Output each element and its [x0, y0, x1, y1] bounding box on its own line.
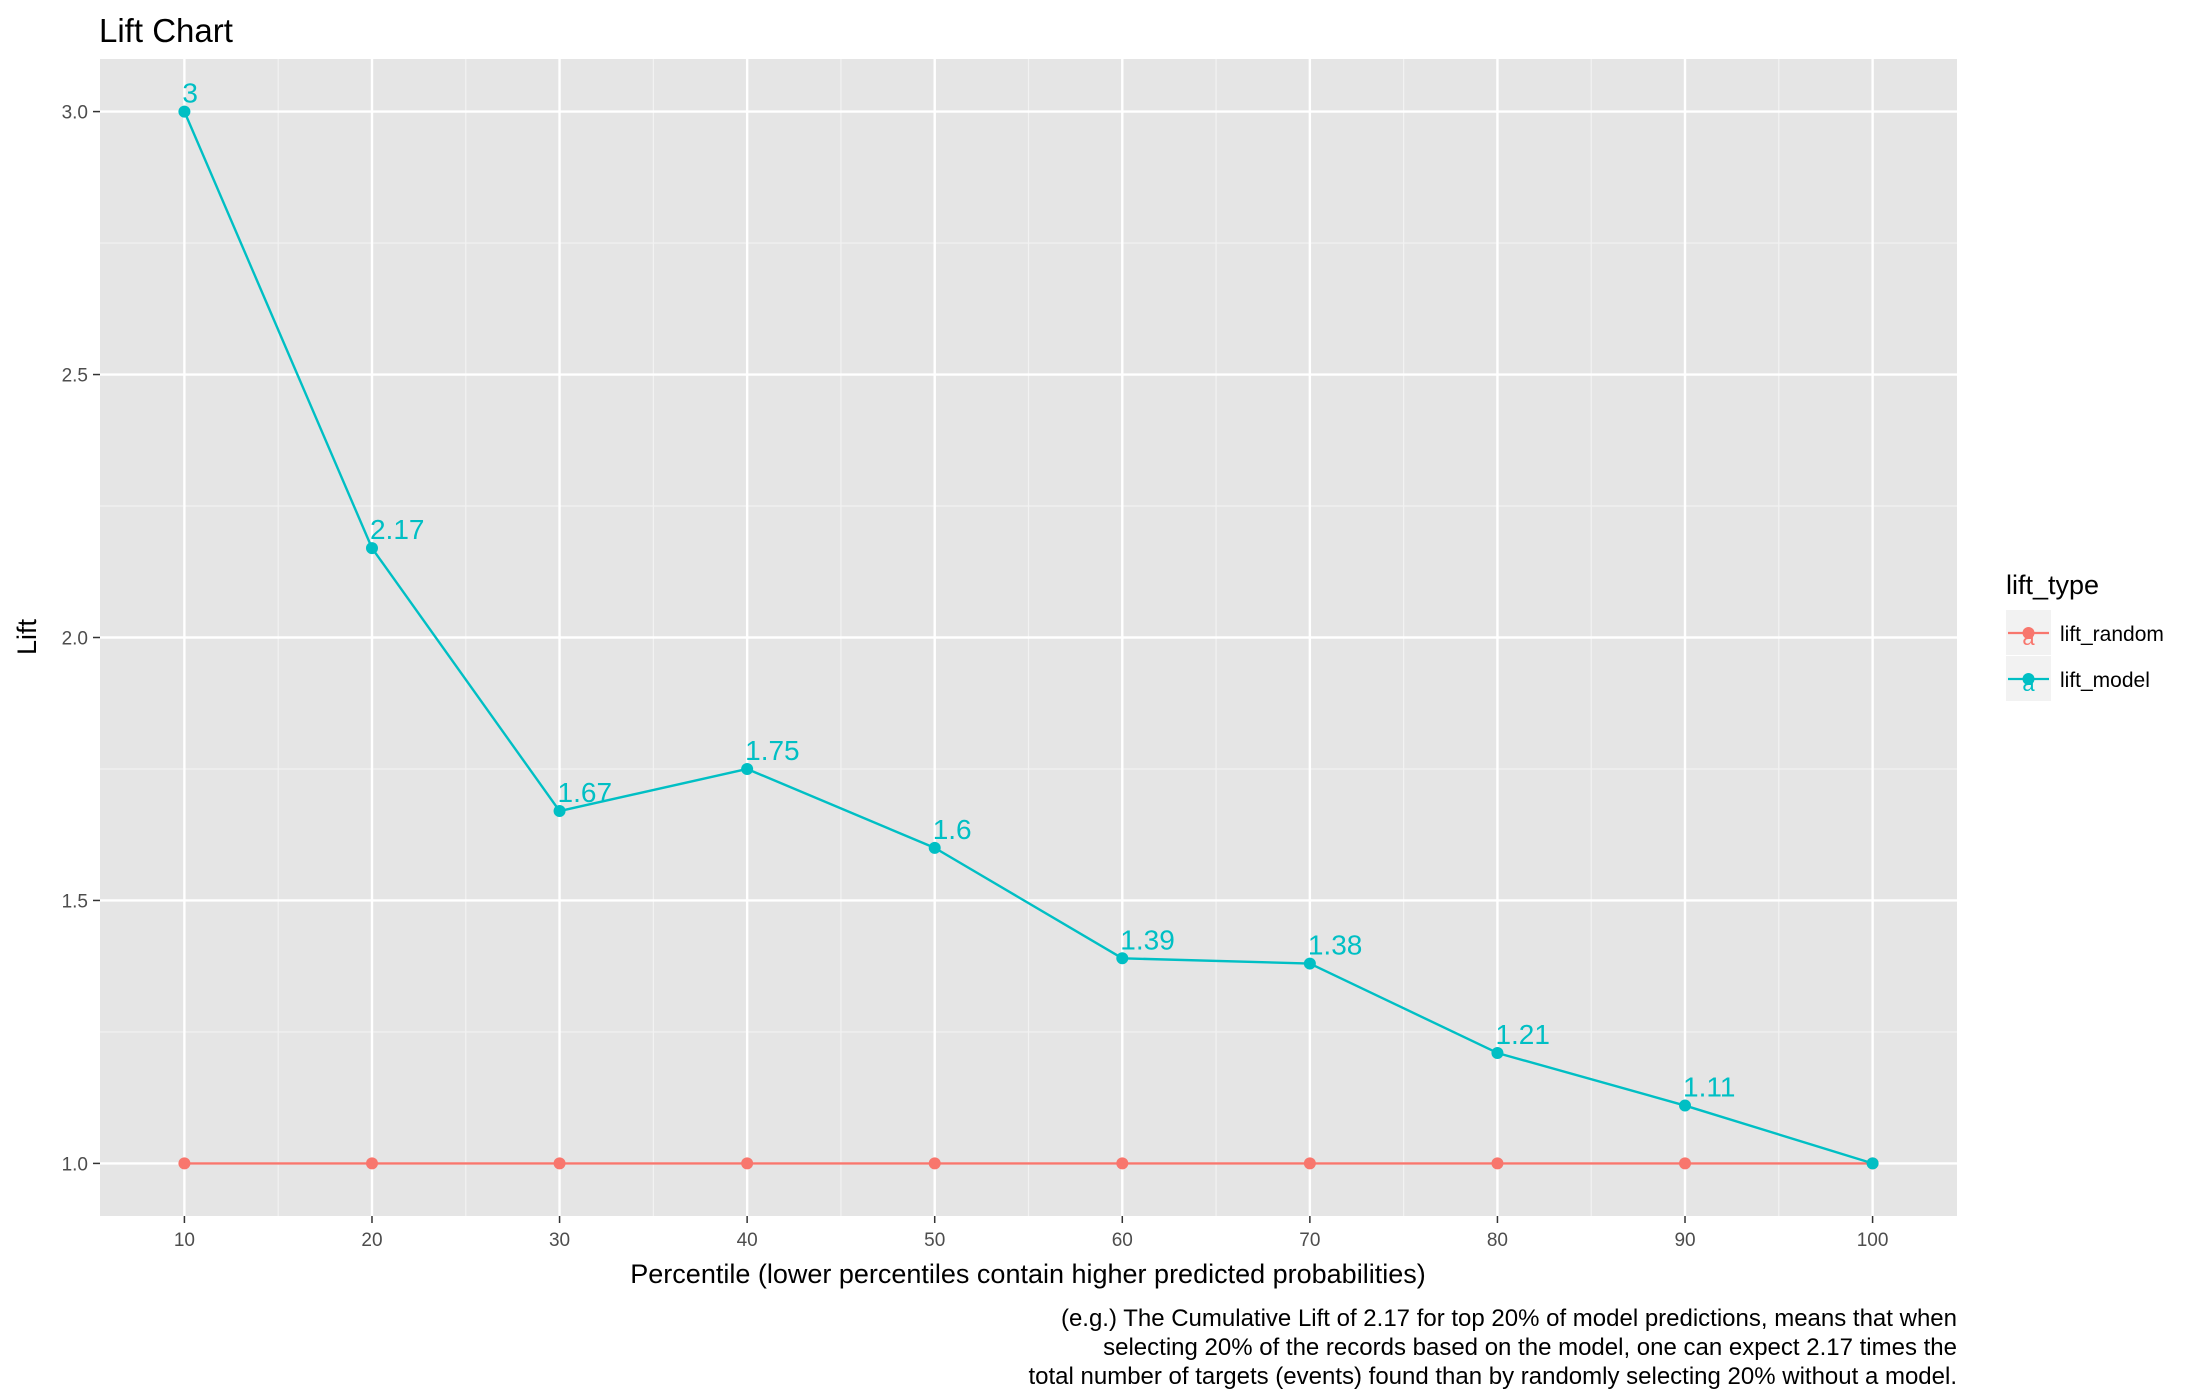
data-point [178, 105, 191, 118]
data-label: 1.67 [558, 777, 613, 808]
data-point [553, 1157, 566, 1170]
caption-line: total number of targets (events) found t… [1028, 1363, 1957, 1390]
legend-item-lift-random: a lift_random [2006, 610, 2164, 655]
data-point [178, 1157, 191, 1170]
legend-label: lift_random [2060, 623, 2164, 646]
data-label: 1.38 [1308, 930, 1363, 961]
data-label: 1.39 [1120, 924, 1175, 955]
x-axis-ticks: 10 20 30 40 50 60 70 80 90 100 [174, 1216, 1889, 1251]
data-point [928, 841, 941, 854]
data-point [741, 1157, 754, 1170]
y-axis-title: Lift [12, 618, 42, 655]
legend-item-lift-model: a lift_model [2006, 656, 2150, 701]
data-point [365, 1157, 378, 1170]
y-tick-label: 2.0 [62, 629, 88, 650]
data-label: 1.75 [745, 735, 800, 766]
y-tick-label: 2.5 [62, 366, 88, 387]
x-tick-label: 70 [1299, 1230, 1320, 1251]
data-point [553, 805, 566, 818]
data-point [741, 762, 754, 775]
legend-label: lift_model [2060, 669, 2150, 692]
legend-glyph: a [2022, 625, 2035, 650]
data-labels: 3 2.17 1.67 1.75 1.6 1.39 1.38 1.21 1.11 [182, 78, 1735, 1103]
legend: lift_type a lift_random a lift_model [2006, 570, 2164, 701]
data-point [1679, 1099, 1692, 1112]
data-label: 1.6 [933, 814, 972, 845]
legend-point [2022, 627, 2035, 639]
y-tick-label: 3.0 [62, 103, 88, 124]
data-label: 3 [182, 78, 198, 109]
legend-glyph: a [2022, 671, 2035, 696]
data-point [1116, 1157, 1129, 1170]
data-label: 1.11 [1683, 1072, 1735, 1103]
caption-line: selecting 20% of the records based on th… [1103, 1334, 1957, 1361]
x-tick-label: 80 [1487, 1230, 1508, 1251]
data-point [1303, 1157, 1316, 1170]
x-tick-label: 100 [1857, 1230, 1889, 1251]
series-layer [178, 105, 1879, 1170]
y-tick-label: 1.5 [62, 891, 88, 912]
caption-line: (e.g.) The Cumulative Lift of 2.17 for t… [1061, 1305, 1957, 1332]
data-point [1679, 1157, 1692, 1170]
data-point [1491, 1046, 1504, 1059]
x-tick-label: 40 [737, 1230, 758, 1251]
x-tick-label: 30 [549, 1230, 570, 1251]
data-point [928, 1157, 941, 1170]
y-tick-label: 1.0 [62, 1154, 88, 1175]
x-axis-title: Percentile (lower percentiles contain hi… [630, 1259, 1425, 1289]
caption: (e.g.) The Cumulative Lift of 2.17 for t… [1028, 1305, 1957, 1390]
series-line-lift-model [183, 111, 1873, 1165]
x-tick-label: 50 [924, 1230, 945, 1251]
legend-title: lift_type [2006, 570, 2099, 600]
x-tick-label: 10 [174, 1230, 195, 1251]
data-point [1116, 952, 1129, 965]
chart-title: Lift Chart [99, 12, 233, 49]
data-point [1491, 1157, 1504, 1170]
x-tick-label: 20 [361, 1230, 382, 1251]
x-tick-label: 60 [1112, 1230, 1133, 1251]
x-tick-label: 90 [1674, 1230, 1695, 1251]
data-point [365, 542, 378, 555]
legend-point [2022, 673, 2035, 685]
y-axis-ticks: 1.0 1.5 2.0 2.5 3.0 [62, 103, 100, 1175]
data-label: 2.17 [370, 514, 425, 545]
data-point [1303, 957, 1316, 970]
data-point [1866, 1157, 1879, 1170]
data-label: 1.21 [1495, 1019, 1550, 1050]
